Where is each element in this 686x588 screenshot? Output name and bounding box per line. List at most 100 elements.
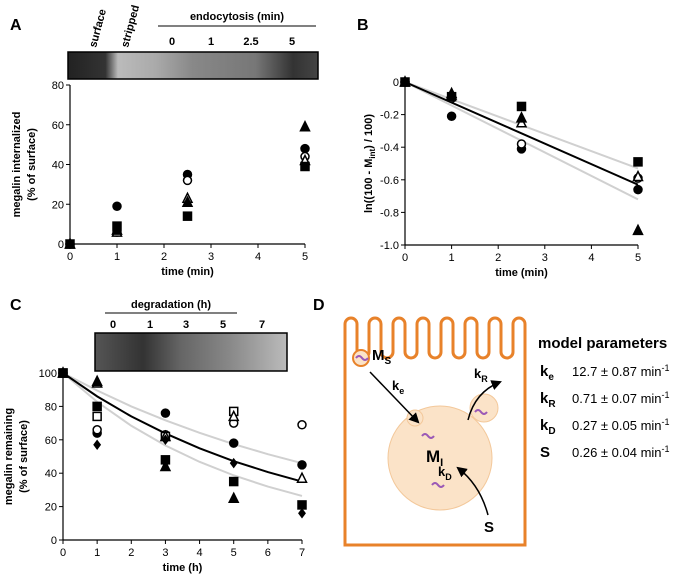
diagram-label: kR [474, 366, 488, 384]
x-axis-label: time (min) [495, 267, 548, 279]
symbol: k [540, 390, 549, 407]
y-axis-label: (% of surface) [26, 128, 38, 201]
data-point [92, 425, 102, 435]
fit-line [62, 372, 303, 497]
data-point [160, 408, 171, 418]
symbol: k [540, 363, 549, 380]
x-tick-label: 2 [161, 251, 167, 263]
label-text: ) / 100) [363, 114, 375, 149]
y-tick-label: 60 [52, 120, 64, 132]
data-point [91, 374, 103, 387]
data-point [516, 139, 527, 149]
data-point [228, 409, 240, 422]
symbol: S [540, 444, 550, 461]
lane-label: 1 [147, 319, 153, 331]
blot-group-label: endocytosis (min) [190, 11, 284, 23]
unit-superscript: -1 [662, 444, 670, 454]
parameter-symbol: ke [540, 363, 554, 383]
blot-image [94, 332, 288, 372]
data-point [65, 239, 75, 249]
x-tick-label: 4 [197, 547, 203, 559]
y-tick-label: 0 [393, 77, 399, 89]
arrow [467, 380, 502, 421]
y-tick-label: -0.4 [380, 142, 399, 154]
y-tick-label: -0.6 [380, 175, 399, 187]
lane-label: 0 [169, 36, 175, 48]
data-point [228, 438, 239, 448]
x-axis-label: time (min) [161, 266, 214, 278]
lane-label: 0 [110, 319, 116, 331]
symbol-subscript: R [548, 399, 556, 410]
parameter-symbol: kR [540, 390, 556, 410]
data-point [300, 161, 310, 172]
parameter-symbol: kD [540, 417, 556, 437]
data-point [297, 420, 307, 430]
parameters-title: model parameters [538, 335, 667, 352]
parameter-value: 0.26 ± 0.04 min-1 [572, 444, 670, 460]
data-point [633, 157, 643, 167]
data-point [632, 223, 644, 236]
arrow [456, 466, 489, 516]
data-point [160, 455, 171, 465]
data-point [446, 91, 457, 102]
x-tick-label: 0 [67, 251, 73, 263]
x-tick-label: 0 [402, 252, 408, 264]
y-tick-label: 0 [58, 239, 64, 251]
x-tick-label: 1 [94, 547, 100, 559]
data-point [228, 491, 240, 503]
y-tick-label: 20 [45, 502, 57, 514]
y-tick-label: 60 [45, 435, 57, 447]
y-tick-label: 40 [52, 160, 64, 172]
endosome [387, 405, 493, 511]
lane-label: 5 [220, 319, 226, 331]
data-point [298, 508, 306, 519]
y-axis-label: ln((100 - Mint) / 100) [363, 114, 377, 213]
arrow [369, 371, 420, 424]
data-point [297, 500, 307, 510]
data-point [400, 77, 410, 87]
data-point [159, 459, 172, 472]
lane-label: surface [87, 8, 109, 49]
y-tick-label: -1.0 [380, 240, 399, 252]
x-tick-label: 3 [542, 252, 548, 264]
data-point [181, 195, 194, 208]
lane-label: 2.5 [243, 36, 258, 48]
data-point [112, 201, 122, 211]
y-tick-label: -0.8 [380, 207, 399, 219]
symbol: k [540, 417, 549, 434]
parameter-value: 0.71 ± 0.07 min-1 [572, 390, 670, 406]
lane-label: 7 [259, 319, 265, 331]
label-subscript: int [368, 149, 377, 159]
x-tick-label: 1 [114, 251, 120, 263]
y-tick-label: 80 [45, 401, 57, 413]
blot-image [67, 51, 319, 80]
x-tick-label: 2 [495, 252, 501, 264]
data-point [300, 143, 310, 154]
data-point [92, 401, 102, 412]
value: 12.7 ± 0.87 min [572, 364, 662, 379]
diagram-label: MI [426, 447, 443, 469]
data-point [296, 471, 308, 483]
y-tick-label: 0 [51, 535, 57, 547]
symbol-subscript: D [548, 426, 555, 437]
unit-superscript: -1 [662, 417, 670, 427]
symbol-subscript: e [548, 372, 554, 383]
x-tick-label: 3 [162, 547, 168, 559]
data-point [59, 367, 67, 379]
unit-superscript: -1 [662, 363, 670, 373]
data-point [633, 184, 643, 195]
diagram-label: S [484, 519, 494, 536]
x-axis-label: time (h) [163, 562, 203, 574]
fit-line [62, 372, 303, 465]
data-point [112, 221, 122, 231]
data-point [229, 457, 238, 469]
x-tick-label: 6 [265, 547, 271, 559]
x-tick-label: 4 [255, 251, 261, 263]
y-axis-label: megalin internalized [11, 112, 23, 218]
x-tick-label: 7 [299, 547, 305, 559]
y-tick-label: 80 [52, 80, 64, 92]
label-text: ln((100 - M [363, 159, 375, 213]
x-tick-label: 5 [302, 251, 308, 263]
lane-label: 3 [183, 319, 189, 331]
